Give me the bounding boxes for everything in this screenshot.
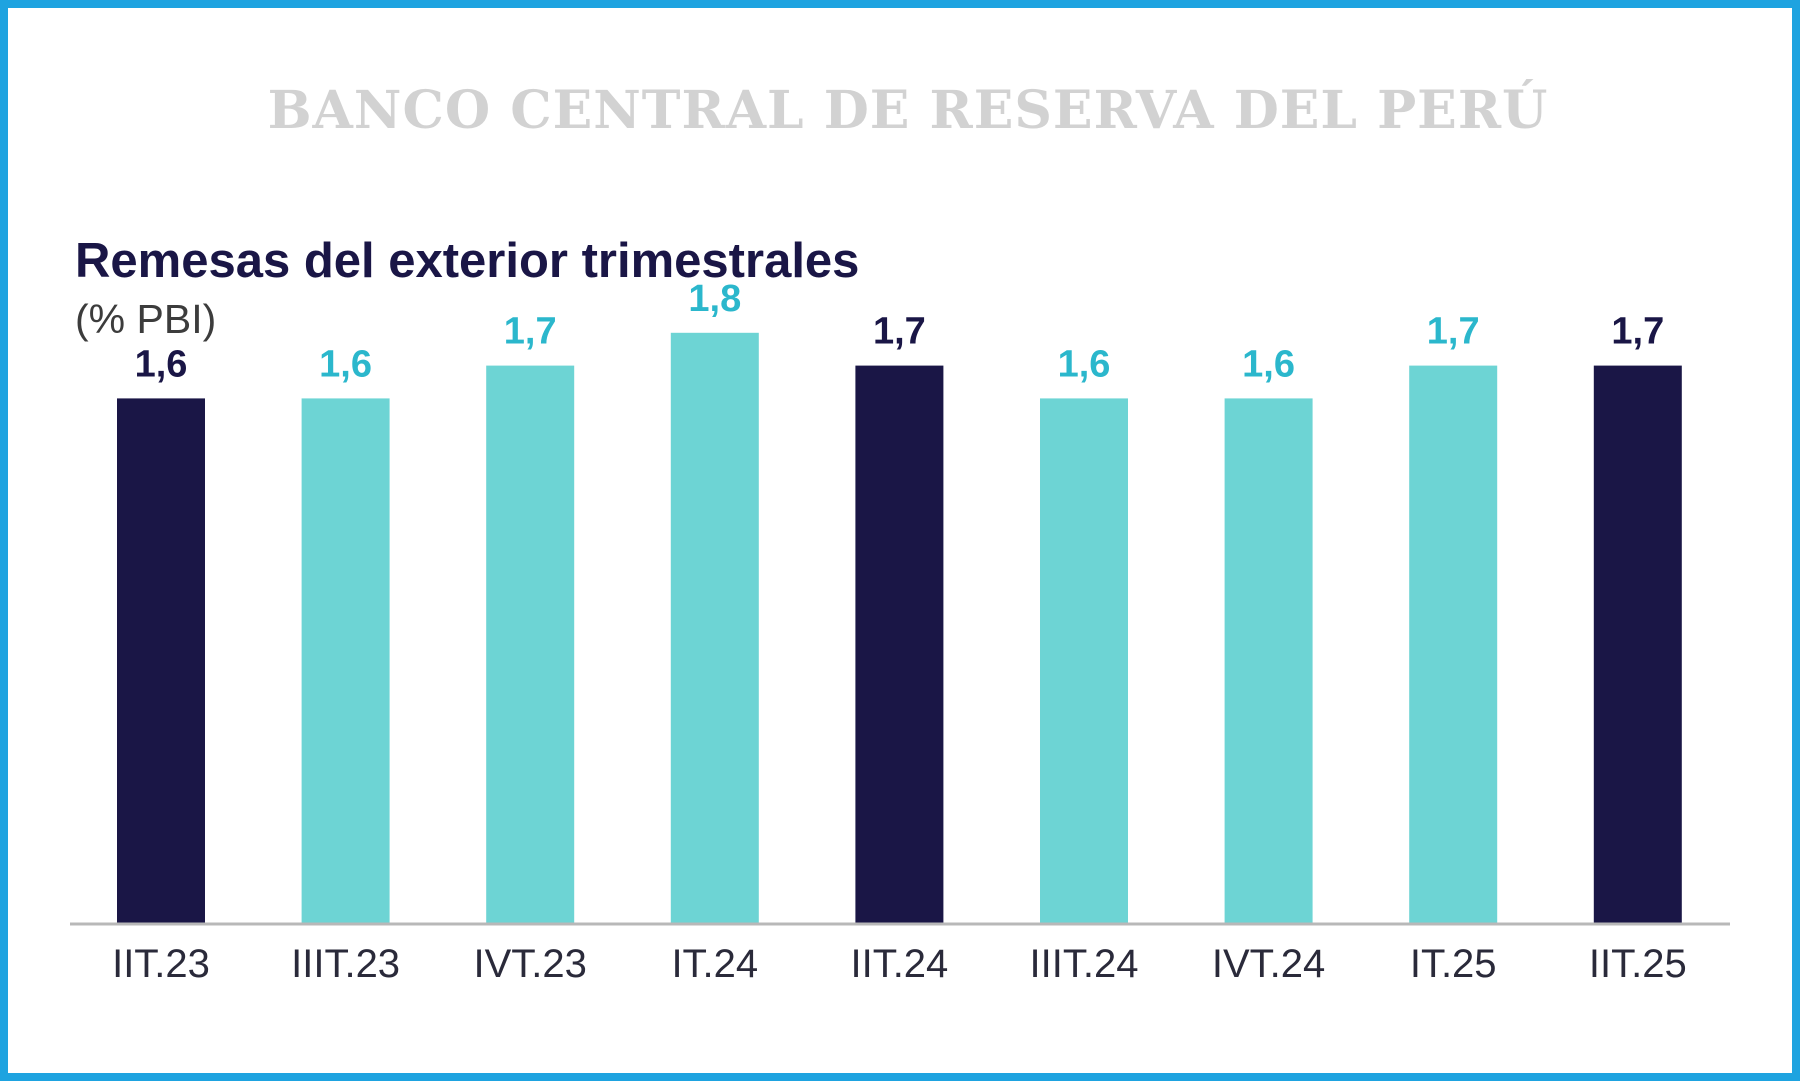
chart-subtitle: (% PBI) bbox=[75, 296, 217, 342]
data-label-IIT.23: 1,6 bbox=[135, 343, 188, 385]
bar-IIIT.23 bbox=[301, 398, 390, 923]
bar-IIIT.24 bbox=[1040, 398, 1128, 923]
x-tick-label-IIT.23: IIT.23 bbox=[112, 942, 210, 986]
x-tick-label-IIT.24: IIT.24 bbox=[850, 942, 948, 986]
data-label-IT.24: 1,8 bbox=[688, 278, 741, 320]
org-header: BANCO CENTRAL DE RESERVA DEL PERÚ bbox=[267, 80, 1549, 141]
data-label-IIIT.24: 1,6 bbox=[1058, 343, 1111, 385]
bar-IIT.25 bbox=[1593, 365, 1682, 924]
chart-title: Remesas del exterior trimestrales bbox=[75, 234, 860, 288]
x-tick-label-IT.24: IT.24 bbox=[671, 942, 758, 986]
x-tick-label-IIIT.23: IIIT.23 bbox=[291, 942, 400, 986]
bar-IVT.23 bbox=[486, 365, 575, 924]
x-tick-label-IVT.24: IVT.24 bbox=[1212, 942, 1325, 986]
data-label-IIT.25: 1,7 bbox=[1611, 311, 1664, 353]
bar-IT.25 bbox=[1409, 365, 1498, 924]
data-label-IVT.24: 1,6 bbox=[1242, 343, 1295, 385]
bar-IIT.24 bbox=[855, 365, 944, 924]
bar-IVT.24 bbox=[1224, 398, 1313, 923]
data-label-IT.25: 1,7 bbox=[1427, 311, 1480, 353]
x-tick-label-IT.25: IT.25 bbox=[1410, 942, 1497, 986]
data-label-IVT.23: 1,7 bbox=[504, 311, 557, 353]
bars-layer bbox=[117, 332, 1682, 924]
x-tick-label-IIT.25: IIT.25 bbox=[1589, 942, 1687, 986]
bar-IIT.23 bbox=[117, 398, 205, 923]
ticks-layer: IIT.23 IIIT.23 IVT.23 IT.24 IIT.24 IIIT.24 IVT… bbox=[112, 942, 1687, 986]
x-tick-label-IIIT.24: IIIT.24 bbox=[1030, 942, 1139, 986]
data-label-IIT.24: 1,7 bbox=[873, 311, 926, 353]
data-label-IIIT.23: 1,6 bbox=[319, 343, 372, 385]
x-tick-label-IVT.23: IVT.23 bbox=[473, 942, 586, 986]
bar-IT.24 bbox=[670, 332, 759, 923]
labels-layer: 1,6 1,6 1,7 1,8 1,7 1,6 1,6 1,7 1,7 bbox=[135, 278, 1665, 386]
